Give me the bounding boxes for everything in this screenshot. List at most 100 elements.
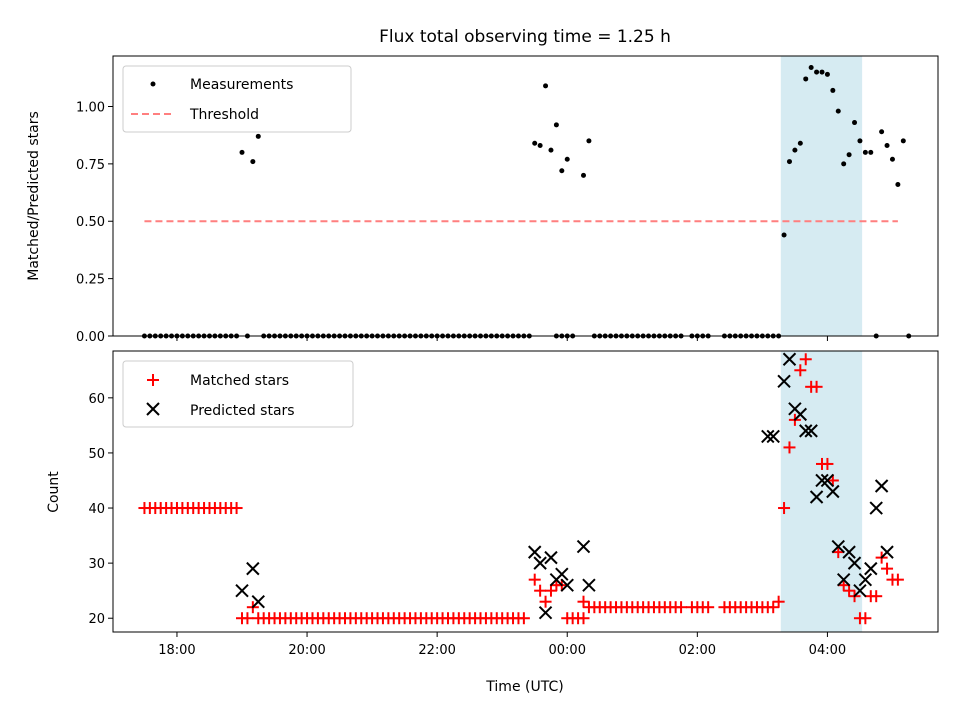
bottom-y-tick-label: 30 <box>88 557 105 572</box>
measurement-point <box>830 87 836 93</box>
bottom-x-tick-label: 22:00 <box>418 643 455 658</box>
bottom-x-tick-label: 20:00 <box>288 643 325 658</box>
matched-star-point <box>821 457 834 470</box>
matched-star-point <box>810 380 823 393</box>
matched-star-point <box>539 595 552 608</box>
measurement-point <box>537 143 543 149</box>
legend-measurements-marker <box>150 81 156 87</box>
legend-predicted-label: Predicted stars <box>190 403 295 419</box>
matched-star-point <box>767 601 780 614</box>
matched-star-point <box>783 441 796 454</box>
x-axis-label: Time (UTC) <box>485 679 563 695</box>
measurement-point <box>559 168 565 174</box>
matched-star-point <box>881 562 894 575</box>
bottom-y-tick-label: 60 <box>88 392 105 407</box>
measurement-point <box>862 149 868 155</box>
predicted-star-point <box>820 473 835 488</box>
matched-star-point <box>799 353 812 366</box>
matched-star-point <box>843 584 856 597</box>
measurement-point <box>895 182 901 188</box>
measurement-point <box>250 159 256 165</box>
predicted-star-point <box>858 572 873 587</box>
measurement-point <box>580 172 586 178</box>
bottom-legend: Matched stars Predicted stars <box>122 360 354 428</box>
matched-star-point <box>778 502 791 515</box>
top-y-axis-label: Matched/Predicted stars <box>26 111 42 281</box>
measurement-point <box>852 120 858 126</box>
predicted-star-point <box>864 561 878 576</box>
top-y-tick-label: 0.00 <box>76 330 105 345</box>
predicted-star-point <box>251 594 265 609</box>
matched-star-point <box>528 573 541 586</box>
predicted-star-point <box>793 407 808 422</box>
legend-predicted-marker <box>146 402 160 416</box>
measurement-point <box>553 122 559 128</box>
matched-star-point <box>230 502 243 515</box>
matched-star-point <box>870 590 883 603</box>
measurement-point <box>814 69 820 75</box>
predicted-star-point <box>528 545 542 559</box>
top-legend: Measurements Threshold <box>122 65 352 133</box>
predicted-star-point <box>544 550 558 565</box>
matched-star-point <box>772 595 785 608</box>
predicted-star-point <box>777 374 791 389</box>
bottom-x-tick-label: 04:00 <box>809 643 846 658</box>
measurement-point <box>868 149 874 155</box>
top-highlight-span <box>780 56 863 336</box>
matched-star-point <box>826 474 839 487</box>
matched-star-point <box>832 546 845 559</box>
measurement-point <box>835 108 841 114</box>
bottom-x-tick-label: 02:00 <box>679 643 716 658</box>
predicted-star-point <box>782 352 797 366</box>
predicted-star-point <box>874 479 889 493</box>
matched-star-point <box>675 601 688 614</box>
top-y-tick-label: 1.00 <box>76 100 105 115</box>
measurement-point <box>239 149 245 155</box>
measurement-point <box>797 140 803 146</box>
predicted-star-point <box>880 545 894 559</box>
predicted-star-point <box>582 578 596 592</box>
bottom-legend-box <box>122 360 354 428</box>
top-panel: 0.00 0.25 0.50 0.75 1.00 Flux total observin… <box>26 27 939 345</box>
measurement-point <box>884 143 890 149</box>
predicted-star-point <box>799 424 813 438</box>
measurement-point <box>564 156 570 162</box>
measurement-point <box>543 83 549 89</box>
predicted-star-point <box>804 424 818 438</box>
predicted-star-point <box>847 556 862 570</box>
predicted-star-point <box>809 490 824 504</box>
bottom-x-tick-label: 18:00 <box>158 643 195 658</box>
predicted-star-point <box>869 501 883 515</box>
matched-star-point <box>891 573 904 586</box>
predicted-star-point <box>766 429 780 444</box>
measurement-point <box>824 71 830 77</box>
measurement-point <box>857 138 863 144</box>
measurement-point <box>900 138 906 144</box>
matched-star-point <box>702 601 715 614</box>
predicted-star-point <box>836 572 851 587</box>
measurement-point <box>532 140 538 146</box>
measurement-point <box>548 147 554 153</box>
matched-star-point <box>534 584 547 597</box>
top-y-tick-label: 0.75 <box>76 158 105 173</box>
matched-star-point <box>859 612 872 625</box>
predicted-star-point <box>815 473 829 488</box>
predicted-star-point <box>538 606 553 620</box>
measurement-point <box>808 64 814 70</box>
top-axes-frame <box>112 55 939 337</box>
predicted-star-point <box>853 583 867 598</box>
measurement-point <box>803 76 809 82</box>
matched-star-point <box>794 364 807 377</box>
measurement-point <box>819 69 825 75</box>
predicted-star-point <box>246 561 260 576</box>
legend-threshold-label: Threshold <box>189 107 259 123</box>
bottom-axes-frame <box>112 350 939 633</box>
bottom-panel: 20 30 40 50 60 18:00 20:00 22:00 00:00 02:00 04:0… <box>46 350 939 695</box>
legend-measurements-label: Measurements <box>190 77 293 93</box>
predicted-star-point <box>826 484 840 499</box>
measurement-point <box>841 161 847 167</box>
predicted-star-point <box>560 578 574 592</box>
bottom-y-tick-label: 50 <box>88 447 105 462</box>
legend-matched-label: Matched stars <box>190 373 289 389</box>
